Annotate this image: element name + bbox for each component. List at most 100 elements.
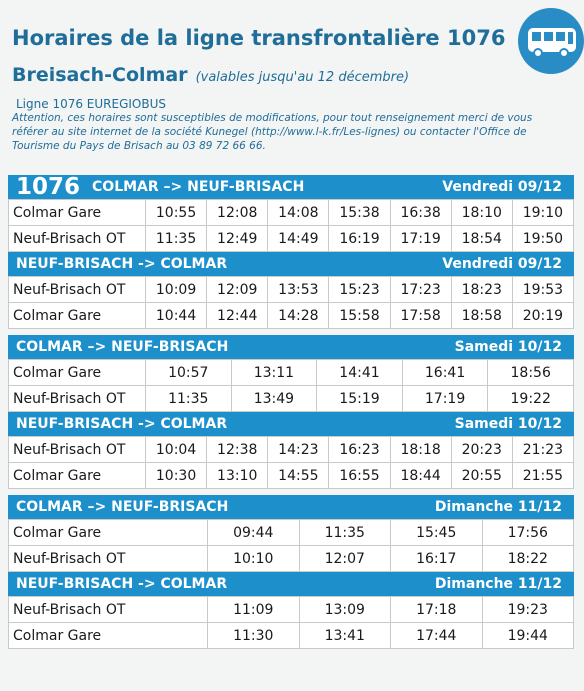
departure-time: 11:30	[207, 622, 300, 649]
route: Breisach-Colmar (valables jusqu'au 12 déc…	[12, 64, 409, 86]
day: Samedi 10/12	[454, 416, 562, 432]
schedule-row: Neuf-Brisach OT 10:04 12:38 14:23 16:23 18:18…	[8, 436, 575, 463]
direction: NEUF-BRISACH -> COLMAR	[16, 256, 228, 272]
departure-time: 10:55	[144, 199, 208, 226]
direction: NEUF-BRISACH -> COLMAR	[16, 416, 228, 432]
departure-time: 21:23	[511, 436, 575, 463]
departure-time: 20:19	[511, 302, 575, 329]
schedule-table: Neuf-Brisach OT 10:09 12:09 13:53 15:23 17:23…	[8, 276, 575, 329]
schedule-table: Neuf-Brisach OT 11:09 13:09 17:18 19:23 Colma…	[8, 596, 574, 649]
schedule-table: Colmar Gare 10:57 13:11 14:41 16:41 18:56 Neuf…	[8, 359, 574, 412]
stop-name: Neuf-Brisach OT	[8, 385, 146, 412]
schedule-row: Colmar Gare 09:44 11:35 15:45 17:56	[8, 519, 574, 546]
schedule-table: Colmar Gare 09:44 11:35 15:45 17:56 Neuf-Bris…	[8, 519, 574, 572]
schedule-row: Neuf-Brisach OT 10:10 12:07 16:17 18:22	[8, 545, 574, 572]
departure-time: 10:09	[144, 276, 208, 303]
departure-time: 20:55	[450, 462, 513, 489]
departure-time: 10:57	[145, 359, 232, 386]
schedule-row: Neuf-Brisach OT 11:09 13:09 17:18 19:23	[8, 596, 574, 623]
timetable: 1076 COLMAR –> NEUF-BRISACH Vendredi 09/12…	[8, 174, 575, 655]
departure-time: 12:07	[298, 545, 391, 572]
departure-time: 11:09	[207, 596, 300, 623]
departure-time: 15:58	[328, 302, 391, 329]
direction: COLMAR –> NEUF-BRISACH	[92, 179, 305, 195]
stop-name: Neuf-Brisach OT	[8, 436, 146, 463]
departure-time: 11:35	[145, 385, 232, 412]
stop-name: Neuf-Brisach OT	[8, 276, 146, 303]
departure-time: 21:55	[511, 462, 575, 489]
notice: Attention, ces horaires sont susceptible…	[12, 112, 533, 152]
departure-time: 13:53	[267, 276, 330, 303]
departure-time: 19:50	[511, 225, 575, 252]
departure-time: 11:35	[144, 225, 208, 252]
direction: NEUF-BRISACH -> COLMAR	[16, 576, 228, 592]
stop-name: Neuf-Brisach OT	[8, 596, 208, 623]
departure-time: 10:10	[207, 545, 300, 572]
departure-time: 17:18	[390, 596, 483, 623]
departure-time: 13:10	[206, 462, 269, 489]
day: Dimanche 11/12	[434, 576, 562, 592]
section-header: NEUF-BRISACH -> COLMAR Vendredi 09/12	[8, 252, 574, 276]
departure-time: 18:56	[487, 359, 574, 386]
departure-time: 16:55	[328, 462, 391, 489]
schedule-block: COLMAR –> NEUF-BRISACH Samedi 10/12 Colmar…	[8, 335, 575, 489]
stop-name: Neuf-Brisach OT	[8, 225, 146, 252]
day: Vendredi 09/12	[442, 179, 562, 195]
schedule-block: COLMAR –> NEUF-BRISACH Dimanche 11/12 Colm…	[8, 495, 574, 649]
departure-time: 18:54	[450, 225, 513, 252]
route-name: Breisach-Colmar	[12, 64, 188, 86]
departure-time: 15:45	[390, 519, 483, 546]
departure-time: 19:53	[511, 276, 575, 303]
departure-time: 14:28	[267, 302, 330, 329]
departure-time: 18:10	[450, 199, 513, 226]
departure-time: 15:19	[316, 385, 403, 412]
departure-time: 12:09	[206, 276, 269, 303]
departure-time: 17:23	[389, 276, 452, 303]
schedule-block: 1076 COLMAR –> NEUF-BRISACH Vendredi 09/12…	[8, 174, 575, 329]
departure-time: 13:09	[298, 596, 391, 623]
stop-name: Colmar Gare	[8, 519, 208, 546]
departure-time: 17:58	[389, 302, 452, 329]
title: Horaires de la ligne transfrontalière 10…	[12, 26, 506, 50]
stop-name: Colmar Gare	[8, 359, 146, 386]
validity: (valables jusqu'au 12 décembre)	[195, 70, 410, 85]
line-name: Ligne 1076 EUREGIOBUS	[16, 97, 166, 111]
section-header: NEUF-BRISACH -> COLMAR Dimanche 11/12	[8, 572, 574, 596]
departure-time: 14:08	[267, 199, 330, 226]
schedule-row: Neuf-Brisach OT 11:35 13:49 15:19 17:19 19:22	[8, 385, 574, 412]
departure-time: 14:41	[316, 359, 403, 386]
departure-time: 12:49	[206, 225, 269, 252]
day: Samedi 10/12	[454, 339, 562, 355]
departure-time: 12:44	[206, 302, 269, 329]
schedule-row: Neuf-Brisach OT 11:35 12:49 14:49 16:19 17:19…	[8, 225, 575, 252]
stop-name: Colmar Gare	[8, 302, 146, 329]
departure-time: 09:44	[207, 519, 300, 546]
departure-time: 18:23	[450, 276, 513, 303]
departure-time: 14:49	[267, 225, 330, 252]
section-header: 1076 COLMAR –> NEUF-BRISACH Vendredi 09/12	[8, 174, 574, 200]
departure-time: 12:38	[206, 436, 269, 463]
departure-time: 19:44	[481, 622, 574, 649]
departure-time: 16:19	[328, 225, 391, 252]
section-header: COLMAR –> NEUF-BRISACH Dimanche 11/12	[8, 495, 574, 519]
departure-time: 17:44	[390, 622, 483, 649]
departure-time: 19:22	[487, 385, 574, 412]
departure-time: 18:58	[450, 302, 513, 329]
departure-time: 10:04	[144, 436, 208, 463]
schedule-table: Colmar Gare 10:55 12:08 14:08 15:38 16:38 18:1…	[8, 199, 575, 252]
departure-time: 17:56	[481, 519, 574, 546]
departure-time: 19:10	[511, 199, 575, 226]
departure-time: 18:22	[481, 545, 574, 572]
section-header: COLMAR –> NEUF-BRISACH Samedi 10/12	[8, 335, 574, 359]
direction: COLMAR –> NEUF-BRISACH	[16, 339, 229, 355]
stop-name: Colmar Gare	[8, 199, 146, 226]
departure-time: 18:44	[389, 462, 452, 489]
schedule-row: Neuf-Brisach OT 10:09 12:09 13:53 15:23 17:23…	[8, 276, 575, 303]
departure-time: 20:23	[450, 436, 513, 463]
schedule-table: Neuf-Brisach OT 10:04 12:38 14:23 16:23 18:18…	[8, 436, 575, 489]
day: Vendredi 09/12	[442, 256, 562, 272]
departure-time: 12:08	[206, 199, 269, 226]
stop-name: Neuf-Brisach OT	[8, 545, 208, 572]
schedule-row: Colmar Gare 10:44 12:44 14:28 15:58 17:58 18:5…	[8, 302, 575, 329]
